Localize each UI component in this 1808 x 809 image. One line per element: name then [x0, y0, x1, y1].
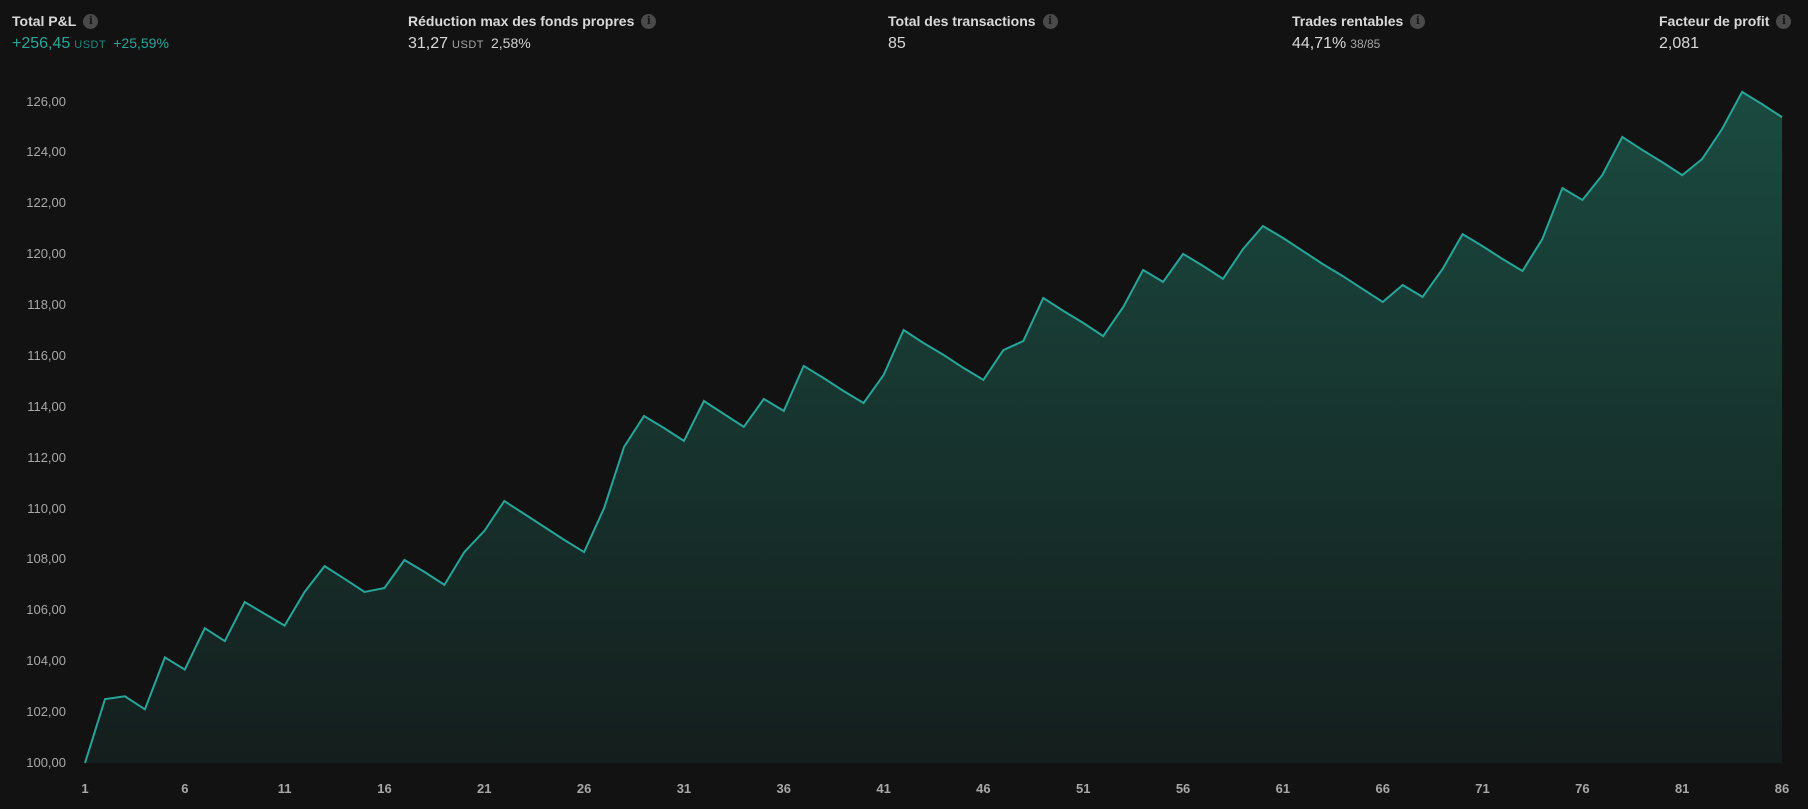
stat-4: Facteur de profit i 2,081	[1659, 12, 1792, 53]
x-axis-label: 6	[181, 781, 189, 796]
stat-label-text: Total des transactions	[888, 13, 1036, 29]
stat-value: 2,081	[1659, 35, 1791, 53]
stat-value: 44,71% 38/85	[1292, 35, 1425, 53]
stat-value-main: 85	[888, 35, 906, 52]
stat-value-main: 2,081	[1659, 35, 1700, 52]
stat-value-main: +256,45	[12, 35, 71, 52]
stat-label: Total P&L i	[12, 12, 169, 30]
y-axis-label: 106,00	[26, 602, 66, 618]
stat-value-main: 44,71%	[1292, 35, 1347, 52]
y-axis-label: 110,00	[27, 500, 66, 516]
x-axis-label: 71	[1475, 781, 1490, 796]
stat-percent: 2,58%	[491, 35, 531, 51]
x-axis-label: 36	[776, 781, 791, 796]
y-axis-label: 122,00	[26, 195, 66, 211]
info-icon[interactable]: i	[641, 13, 657, 29]
y-axis-label: 116,00	[27, 347, 66, 363]
y-axis-label: 102,00	[26, 704, 66, 720]
stat-sub: 38/85	[1350, 37, 1381, 51]
stat-label-text: Réduction max des fonds propres	[408, 13, 635, 29]
info-icon[interactable]: i	[83, 13, 99, 29]
stat-3: Trades rentables i 44,71% 38/85	[1292, 12, 1426, 53]
equity-line	[84, 90, 1783, 764]
y-axis-label: 112,00	[27, 449, 66, 465]
x-axis-label: 86	[1774, 781, 1790, 796]
stat-unit: USDT	[452, 39, 484, 51]
stats-bar: Total P&L i +256,45 USDT +25,59% Réduction ma…	[0, 0, 1808, 70]
stat-label-text: Facteur de profit	[1659, 13, 1770, 29]
stat-label: Réduction max des fonds propres i	[408, 12, 657, 30]
x-axis-label: 21	[477, 781, 492, 796]
stat-value: 31,27 USDT 2,58%	[408, 35, 656, 53]
stat-label: Facteur de profit i	[1659, 12, 1792, 30]
info-icon[interactable]: i	[1776, 13, 1792, 29]
x-axis-label: 76	[1575, 781, 1590, 796]
x-axis-label: 26	[576, 781, 592, 796]
stat-label-text: Trades rentables	[1292, 13, 1404, 29]
y-axis-label: 100,00	[26, 755, 66, 770]
y-axis-label: 124,00	[26, 144, 66, 160]
x-axis-label: 11	[277, 781, 292, 796]
y-axis-label: 118,00	[27, 297, 66, 313]
y-axis-label: 114,00	[27, 398, 66, 414]
stat-unit: USDT	[74, 39, 107, 51]
equity-area-plot	[84, 90, 1783, 764]
y-axis-label: 126,00	[26, 93, 66, 109]
equity-area-fill	[85, 91, 1782, 763]
stat-percent: +25,59%	[113, 35, 169, 51]
stat-2: Total des transactions i 85	[888, 12, 1058, 53]
x-axis-label: 56	[1175, 781, 1191, 796]
x-axis-label: 1	[81, 781, 89, 796]
stat-label-text: Total P&L	[12, 13, 77, 29]
y-axis-label: 108,00	[26, 551, 66, 567]
x-axis-label: 81	[1674, 781, 1690, 796]
stat-label: Total des transactions i	[888, 12, 1058, 30]
x-axis-label: 61	[1275, 781, 1291, 796]
stat-value-main: 31,27	[408, 35, 449, 52]
stat-value: +256,45 USDT +25,59%	[12, 35, 169, 53]
y-axis-label: 104,00	[26, 653, 66, 669]
stat-value: 85	[888, 35, 1058, 53]
x-axis-label: 51	[1076, 781, 1091, 796]
stat-1: Réduction max des fonds propres i 31,27 USD…	[408, 12, 657, 53]
stat-0: Total P&L i +256,45 USDT +25,59%	[12, 12, 169, 53]
y-axis-label: 120,00	[26, 246, 66, 262]
x-axis-label: 46	[976, 781, 991, 796]
x-axis-label: 41	[876, 781, 891, 796]
x-axis-label: 66	[1375, 781, 1390, 796]
stat-label: Trades rentables i	[1292, 12, 1426, 30]
equity-chart: 100,00 102,00 104,00 106,00 108,00 110,00 112,…	[0, 70, 1808, 809]
x-axis-label: 16	[377, 781, 392, 796]
x-axis-label: 31	[676, 781, 692, 796]
info-icon[interactable]: i	[1042, 13, 1058, 29]
info-icon[interactable]: i	[1410, 13, 1426, 29]
